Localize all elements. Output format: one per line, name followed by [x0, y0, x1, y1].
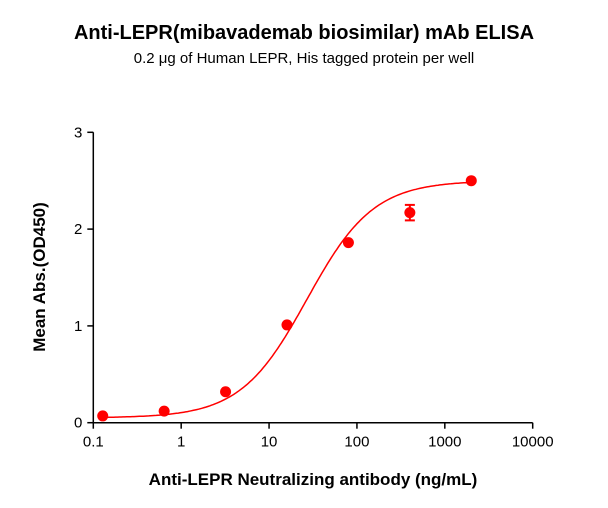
data-point — [342, 237, 354, 249]
x-tick-label: 10000 — [512, 434, 554, 451]
data-point — [220, 386, 232, 398]
y-tick-label: 2 — [74, 221, 82, 238]
data-point — [281, 319, 293, 331]
x-tick-label: 0.1 — [83, 434, 104, 451]
fit-curve — [102, 181, 472, 419]
data-point — [465, 175, 477, 187]
y-tick-label: 3 — [74, 124, 82, 141]
data-point — [404, 207, 416, 219]
chart-subtitle: 0.2 μg of Human LEPR, His tagged protein… — [133, 50, 475, 67]
x-tick-label: 100 — [344, 434, 369, 451]
x-tick-label: 10 — [261, 434, 278, 451]
data-point — [97, 410, 109, 422]
y-axis-label: Mean Abs.(OD450) — [30, 202, 49, 352]
y-tick-label: 1 — [74, 318, 82, 335]
y-tick-label: 0 — [74, 415, 82, 432]
chart-title: Anti-LEPR(mibavademab biosimilar) mAb EL… — [73, 22, 535, 44]
x-tick-label: 1 — [177, 434, 185, 451]
data-point — [158, 405, 170, 417]
x-axis-label: Anti-LEPR Neutralizing antibody (ng/mL) — [149, 470, 478, 489]
x-tick-label: 1000 — [428, 434, 461, 451]
